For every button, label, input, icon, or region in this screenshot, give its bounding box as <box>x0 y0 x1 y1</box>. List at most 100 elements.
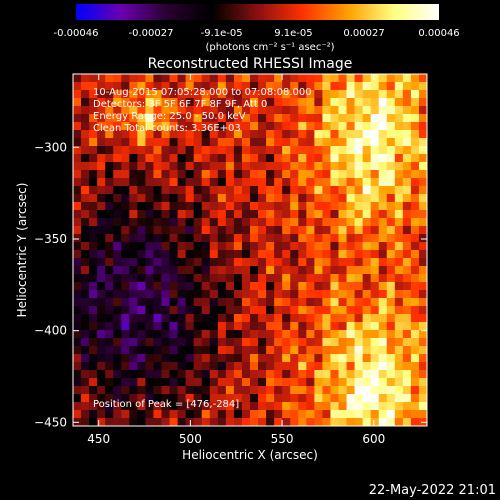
heatmap-cell <box>386 170 396 179</box>
heatmap-cell <box>314 394 324 403</box>
heatmap-cell <box>113 194 122 203</box>
heatmap-cell <box>306 122 315 131</box>
heatmap-cell <box>225 178 235 187</box>
heatmap-cell <box>89 266 98 275</box>
heatmap-cell <box>97 386 106 395</box>
heatmap-cell <box>266 146 275 155</box>
heatmap-cell <box>209 258 219 267</box>
heatmap-cell <box>169 98 179 107</box>
heatmap-cell <box>410 186 420 195</box>
heatmap-cell <box>113 178 122 187</box>
heatmap-cell <box>378 234 388 243</box>
heatmap-cell <box>153 394 163 403</box>
heatmap-cell <box>362 394 372 403</box>
heatmap-cell <box>410 114 420 123</box>
heatmap-cell <box>258 138 267 147</box>
y-tick-label: −350 <box>34 232 67 246</box>
heatmap-cell <box>169 314 179 323</box>
heatmap-cell <box>225 386 235 395</box>
heatmap-cell <box>73 314 82 323</box>
heatmap-cell <box>362 210 372 219</box>
heatmap-cell <box>362 130 372 139</box>
heatmap-cell <box>153 274 163 283</box>
heatmap-cell <box>209 146 219 155</box>
heatmap-cell <box>346 330 356 339</box>
heatmap-cell <box>274 274 283 283</box>
heatmap-cell <box>354 146 364 155</box>
heatmap-cell <box>169 242 179 251</box>
heatmap-cell <box>314 370 324 379</box>
heatmap-cell <box>113 170 122 179</box>
heatmap-cell <box>258 362 267 371</box>
heatmap-cell <box>129 338 138 347</box>
colorbar-tick-label: -9.1e-05 <box>201 28 243 39</box>
heatmap-cell <box>370 90 380 99</box>
heatmap-cell <box>113 82 122 91</box>
heatmap-cell <box>338 162 348 171</box>
heatmap-cell <box>274 186 283 195</box>
heatmap-cell <box>81 90 90 99</box>
heatmap-cell <box>386 370 396 379</box>
heatmap-cell <box>129 202 138 211</box>
heatmap-cell <box>306 210 315 219</box>
heatmap-cell <box>258 170 267 179</box>
heatmap-cell <box>314 282 324 291</box>
heatmap-cell <box>137 402 147 411</box>
heatmap-cell <box>386 234 396 243</box>
heatmap-cell <box>362 306 372 315</box>
heatmap-cell <box>233 162 243 171</box>
heatmap-cell <box>338 234 348 243</box>
heatmap-cell <box>153 242 163 251</box>
heatmap-cell <box>362 322 372 331</box>
heatmap-cell <box>145 194 155 203</box>
heatmap-cell <box>410 106 420 115</box>
heatmap-cell <box>137 418 147 426</box>
heatmap-cell <box>185 410 195 419</box>
heatmap-cell <box>201 330 211 339</box>
heatmap-cell <box>97 90 106 99</box>
heatmap-cell <box>298 114 307 123</box>
heatmap-cell <box>386 114 396 123</box>
heatmap-cell <box>346 210 356 219</box>
heatmap-cell <box>89 234 98 243</box>
heatmap-cell <box>161 306 171 315</box>
heatmap-cell <box>402 218 412 227</box>
heatmap-cell <box>177 122 187 131</box>
heatmap-cell <box>97 354 106 363</box>
heatmap-cell <box>89 130 98 139</box>
heatmap-cell <box>266 130 275 139</box>
heatmap-cell <box>145 82 155 91</box>
heatmap-cell <box>217 362 227 371</box>
heatmap-cell <box>233 322 243 331</box>
heatmap-cell <box>201 410 211 419</box>
heatmap-cell <box>386 122 396 131</box>
heatmap-cell <box>113 386 122 395</box>
heatmap-cell <box>217 306 227 315</box>
heatmap-cell <box>177 410 187 419</box>
heatmap-cell <box>346 298 356 307</box>
heatmap-cell <box>161 82 171 91</box>
heatmap-cell <box>418 226 427 235</box>
heatmap-cell <box>386 386 396 395</box>
heatmap-cell <box>81 354 90 363</box>
heatmap-cell <box>378 98 388 107</box>
heatmap-cell <box>145 74 155 83</box>
heatmap-cell <box>282 74 291 83</box>
heatmap-cell <box>217 266 227 275</box>
heatmap-cell <box>314 338 324 347</box>
heatmap-cell <box>81 162 90 171</box>
heatmap-cell <box>113 274 122 283</box>
heatmap-cell <box>378 106 388 115</box>
heatmap-cell <box>354 226 364 235</box>
heatmap-cell <box>362 202 372 211</box>
heatmap-cell <box>105 338 114 347</box>
heatmap-cell <box>129 74 138 83</box>
heatmap-cell <box>282 170 291 179</box>
heatmap-cell <box>121 362 130 371</box>
heatmap-cell <box>266 378 275 387</box>
heatmap-cell <box>137 306 147 315</box>
heatmap-cell <box>137 274 147 283</box>
heatmap-cell <box>121 402 130 411</box>
heatmap-cell <box>193 338 203 347</box>
heatmap-cell <box>73 178 82 187</box>
